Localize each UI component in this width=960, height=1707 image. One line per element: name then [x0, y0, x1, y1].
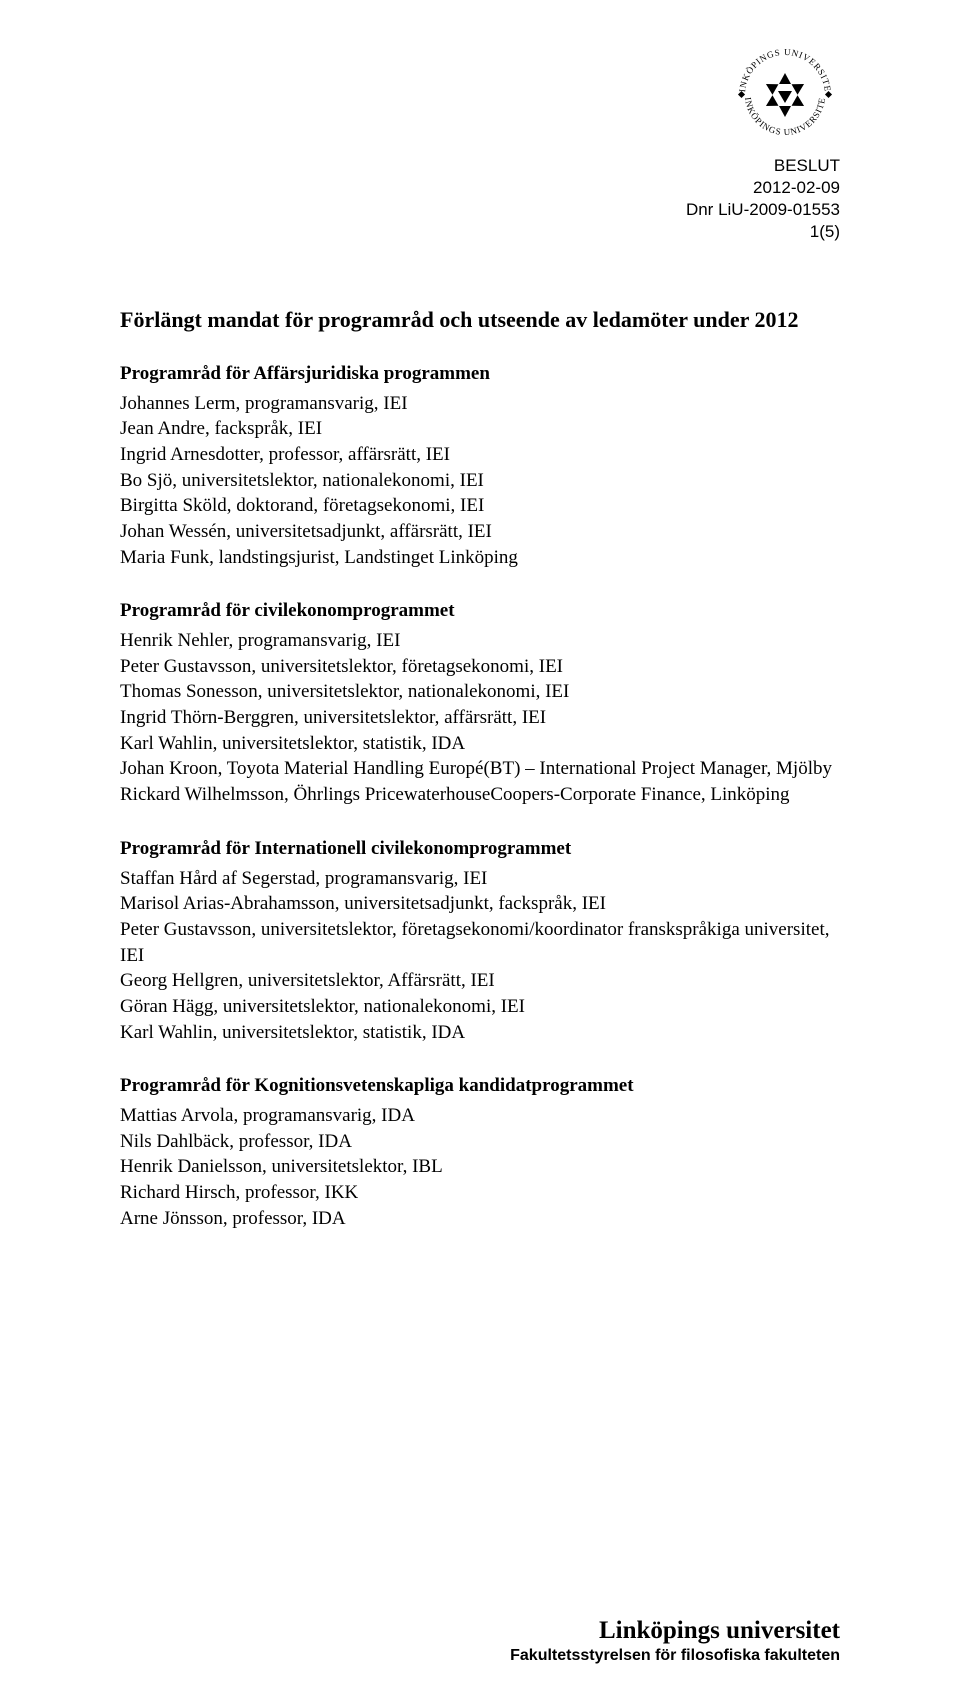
member-line: Georg Hellgren, universitetslektor, Affä…: [120, 968, 840, 994]
section-title: Programråd för civilekonomprogrammet: [120, 600, 840, 622]
member-line: Johannes Lerm, programansvarig, IEI: [120, 391, 840, 417]
member-line: Johan Kroon, Toyota Material Handling Eu…: [120, 756, 840, 782]
member-line: Ingrid Thörn-Berggren, universitetslekto…: [120, 705, 840, 731]
member-line: Henrik Nehler, programansvarig, IEI: [120, 628, 840, 654]
university-logo: LINKÖPINGS UNIVERSITET LINKÖPINGS UNIVER…: [730, 40, 840, 150]
member-line: Johan Wessén, universitetsadjunkt, affär…: [120, 519, 840, 545]
members-list: Staffan Hård af Segerstad, programansvar…: [120, 866, 840, 1045]
doc-page: 1(5): [686, 221, 840, 243]
member-line: Karl Wahlin, universitetslektor, statist…: [120, 1020, 840, 1046]
member-line: Rickard Wilhelmsson, Öhrlings Pricewater…: [120, 782, 840, 808]
members-list: Mattias Arvola, programansvarig, IDANils…: [120, 1103, 840, 1231]
doc-dnr: Dnr LiU-2009-01553: [686, 199, 840, 221]
member-line: Peter Gustavsson, universitetslektor, fö…: [120, 654, 840, 680]
section-title: Programråd för Kognitionsvetenskapliga k…: [120, 1075, 840, 1097]
member-line: Marisol Arias-Abrahamsson, universitetsa…: [120, 891, 840, 917]
member-line: Ingrid Arnesdotter, professor, affärsrät…: [120, 442, 840, 468]
document-title: Förlängt mandat för programråd och utsee…: [120, 305, 840, 335]
footer: Linköpings universitet Fakultetsstyrelse…: [510, 1617, 840, 1665]
member-line: Birgitta Sköld, doktorand, företagsekono…: [120, 493, 840, 519]
member-line: Peter Gustavsson, universitetslektor, fö…: [120, 917, 840, 968]
members-list: Johannes Lerm, programansvarig, IEIJean …: [120, 391, 840, 570]
document-body: Förlängt mandat för programråd och utsee…: [120, 305, 840, 1231]
member-line: Nils Dahlbäck, professor, IDA: [120, 1129, 840, 1155]
logo-ring-text-top: LINKÖPINGS UNIVERSITET: [730, 40, 833, 93]
member-line: Staffan Hård af Segerstad, programansvar…: [120, 866, 840, 892]
section-title: Programråd för Affärsjuridiska programme…: [120, 363, 840, 385]
member-line: Jean Andre, fackspråk, IEI: [120, 416, 840, 442]
doc-type: BESLUT: [686, 155, 840, 177]
member-line: Richard Hirsch, professor, IKK: [120, 1180, 840, 1206]
footer-faculty: Fakultetsstyrelsen för filosofiska fakul…: [510, 1647, 840, 1665]
member-line: Henrik Danielsson, universitetslektor, I…: [120, 1154, 840, 1180]
member-line: Bo Sjö, universitetslektor, nationalekon…: [120, 468, 840, 494]
member-line: Mattias Arvola, programansvarig, IDA: [120, 1103, 840, 1129]
footer-university: Linköpings universitet: [510, 1617, 840, 1645]
members-list: Henrik Nehler, programansvarig, IEIPeter…: [120, 628, 840, 807]
member-line: Thomas Sonesson, universitetslektor, nat…: [120, 679, 840, 705]
seal-icon: [763, 73, 807, 117]
header-meta: BESLUT 2012-02-09 Dnr LiU-2009-01553 1(5…: [686, 155, 840, 243]
member-line: Arne Jönsson, professor, IDA: [120, 1206, 840, 1232]
doc-date: 2012-02-09: [686, 177, 840, 199]
member-line: Maria Funk, landstingsjurist, Landstinge…: [120, 545, 840, 571]
member-line: Göran Hägg, universitetslektor, national…: [120, 994, 840, 1020]
member-line: Karl Wahlin, universitetslektor, statist…: [120, 731, 840, 757]
section-title: Programråd för Internationell civilekono…: [120, 838, 840, 860]
